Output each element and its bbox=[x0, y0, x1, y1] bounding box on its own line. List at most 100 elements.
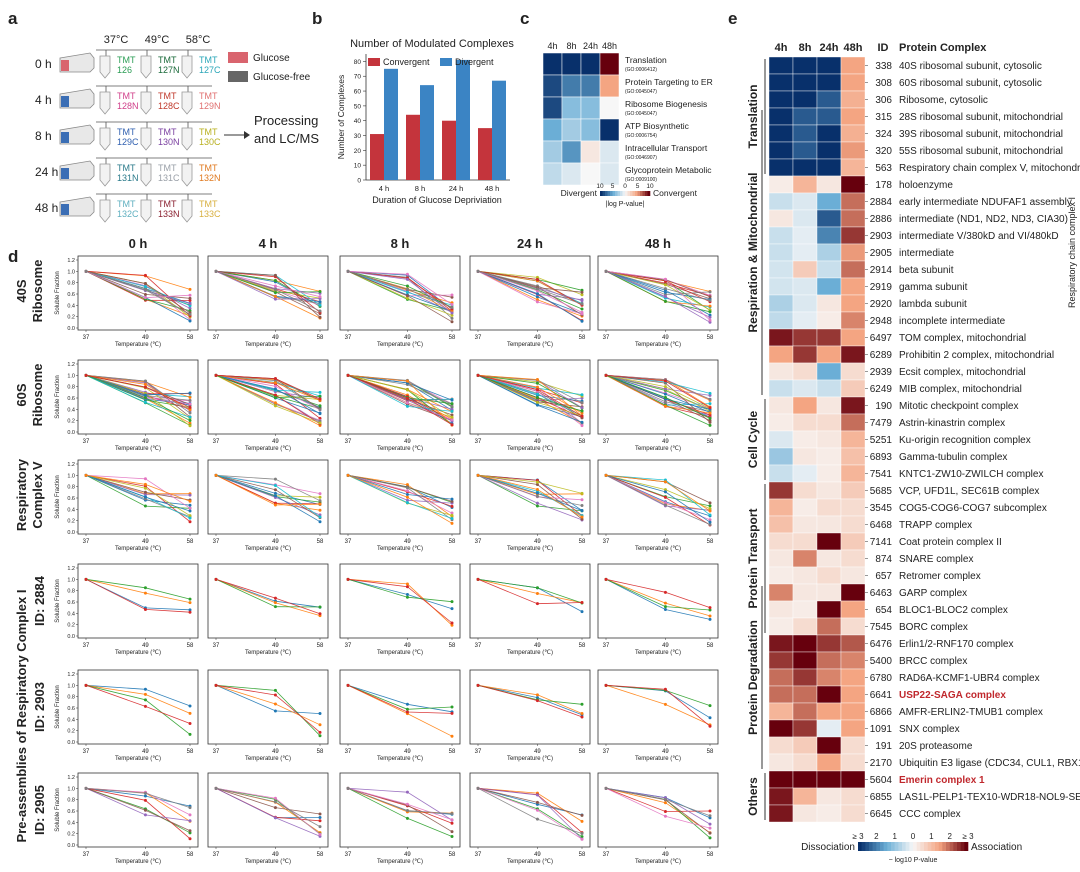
y-tick-label: 80 bbox=[354, 59, 362, 66]
heatmap-cell bbox=[792, 515, 818, 534]
heatmap-cell bbox=[768, 413, 794, 432]
heatmap-cell bbox=[768, 243, 794, 262]
data-point bbox=[535, 504, 539, 508]
data-point bbox=[450, 734, 454, 738]
row-id: 6780 bbox=[870, 673, 893, 684]
heatmap-cell bbox=[580, 140, 601, 164]
data-point bbox=[318, 832, 322, 836]
data-point bbox=[708, 310, 712, 314]
x-axis-label: Temperature (℃) bbox=[115, 342, 161, 348]
tmt-channel: 129N bbox=[199, 101, 221, 111]
data-point bbox=[450, 305, 454, 309]
group-label: Others bbox=[746, 777, 760, 816]
row-id: 308 bbox=[875, 78, 892, 89]
row-name: Ecsit complex, mitochondrial bbox=[899, 367, 1026, 378]
data-point bbox=[143, 400, 147, 404]
data-point bbox=[708, 315, 712, 319]
column-label: 48h bbox=[844, 42, 863, 54]
heatmap-cell bbox=[792, 600, 818, 619]
column-title: 48 h bbox=[645, 236, 671, 251]
data-point bbox=[580, 601, 584, 605]
data-point bbox=[535, 381, 539, 385]
x-tick-label: 49 bbox=[272, 643, 279, 649]
heatmap-cell bbox=[792, 311, 818, 330]
heatmap-cell bbox=[768, 73, 794, 92]
data-point bbox=[405, 707, 409, 711]
row-name: VCP, UFD1L, SEC61B complex bbox=[899, 486, 1039, 497]
heatmap-cell bbox=[816, 464, 842, 483]
x-tick-label: 37 bbox=[83, 852, 90, 858]
heatmap-cell bbox=[561, 118, 582, 142]
row-title: Ribosome bbox=[30, 364, 45, 427]
heatmap-cell bbox=[816, 175, 842, 194]
heatmap-cell bbox=[561, 74, 582, 98]
x-axis-label: Duration of Glucose Depriviation bbox=[372, 195, 502, 205]
data-point bbox=[188, 499, 192, 503]
panel-letter-a: a bbox=[8, 9, 18, 28]
data-point bbox=[318, 394, 322, 398]
row-id: 338 bbox=[875, 61, 892, 72]
color-scale-step bbox=[865, 842, 870, 851]
heatmap-cell bbox=[768, 294, 794, 313]
data-point bbox=[188, 424, 192, 428]
data-point bbox=[188, 819, 192, 823]
row-name: KNTC1-ZW10-ZWILCH complex bbox=[899, 469, 1043, 480]
data-point bbox=[663, 404, 667, 408]
data-point bbox=[663, 480, 667, 484]
x-axis-label: Temperature (℃) bbox=[507, 342, 553, 348]
row-id: 3545 bbox=[870, 503, 893, 514]
heatmap-cell bbox=[792, 243, 818, 262]
data-point bbox=[318, 412, 322, 416]
x-tick-label: 8 h bbox=[415, 184, 425, 193]
data-point bbox=[273, 596, 277, 600]
x-tick-label: 49 bbox=[142, 439, 149, 445]
row-id: 6866 bbox=[870, 707, 893, 718]
y-tick-label: 0.2 bbox=[67, 315, 75, 321]
subplot-frame bbox=[77, 772, 199, 848]
data-point bbox=[143, 477, 147, 481]
data-point bbox=[663, 687, 667, 691]
row-name: gamma subunit bbox=[899, 282, 968, 293]
data-point bbox=[580, 414, 584, 418]
x-tick-label: 37 bbox=[213, 749, 220, 755]
tmt-channel: 129C bbox=[117, 137, 139, 147]
data-point bbox=[346, 473, 350, 477]
data-point bbox=[580, 819, 584, 823]
x-axis-label: Temperature (℃) bbox=[115, 650, 161, 656]
color-scale-step bbox=[632, 191, 636, 196]
data-point bbox=[188, 306, 192, 310]
tube-icon bbox=[99, 199, 111, 223]
heatmap-cell bbox=[792, 498, 818, 517]
row-name: RAD6A-KCMF1-UBR4 complex bbox=[899, 673, 1040, 684]
heatmap-cell bbox=[792, 226, 818, 245]
bar-divergent bbox=[420, 85, 434, 180]
data-point bbox=[405, 702, 409, 706]
color-scale-step bbox=[869, 842, 873, 851]
heatmap-cell bbox=[840, 379, 866, 398]
tmt-label: TMT bbox=[117, 55, 136, 65]
y-tick-label: 0.8 bbox=[67, 385, 75, 391]
row-id: 6463 bbox=[870, 588, 893, 599]
x-tick-label: 58 bbox=[187, 539, 194, 545]
tmt-channel: 128C bbox=[158, 101, 180, 111]
data-point bbox=[708, 299, 712, 303]
x-tick-label: 49 bbox=[662, 643, 669, 649]
heatmap-cell bbox=[768, 447, 794, 466]
heatmap-cell bbox=[792, 464, 818, 483]
tmt-label: TMT bbox=[199, 127, 218, 137]
data-point bbox=[143, 396, 147, 400]
data-point bbox=[405, 582, 409, 586]
y-tick-label: 0.2 bbox=[67, 419, 75, 425]
data-point bbox=[663, 387, 667, 391]
x-tick-label: 58 bbox=[707, 439, 714, 445]
data-point bbox=[273, 377, 277, 381]
tmt-channel: 128N bbox=[117, 101, 139, 111]
data-point bbox=[663, 295, 667, 299]
row-id: 657 bbox=[875, 571, 892, 582]
color-scale-step bbox=[957, 842, 961, 851]
x-tick-label: 49 bbox=[272, 539, 279, 545]
heatmap-cell bbox=[840, 413, 866, 432]
color-scale-step bbox=[927, 842, 932, 851]
data-point bbox=[663, 810, 667, 814]
subplot-frame bbox=[469, 255, 591, 331]
